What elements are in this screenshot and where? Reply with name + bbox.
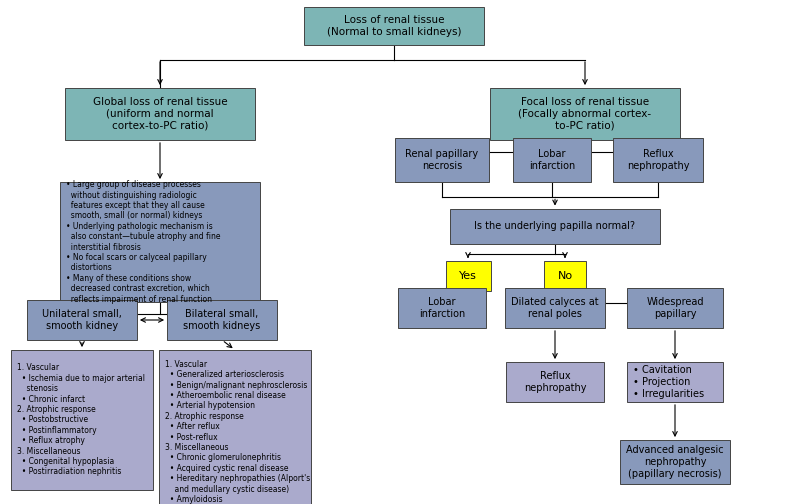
Text: Dilated calyces at
renal poles: Dilated calyces at renal poles: [511, 297, 599, 319]
FancyBboxPatch shape: [450, 209, 660, 243]
Text: Lobar
infarction: Lobar infarction: [419, 297, 465, 319]
Text: 1. Vascular
  • Ischemia due to major arterial
    stenosis
  • Chronic infarct
: 1. Vascular • Ischemia due to major arte…: [17, 363, 145, 476]
FancyBboxPatch shape: [60, 182, 260, 302]
Text: Loss of renal tissue
(Normal to small kidneys): Loss of renal tissue (Normal to small ki…: [327, 15, 461, 37]
FancyBboxPatch shape: [398, 288, 486, 328]
FancyBboxPatch shape: [11, 350, 153, 490]
Text: Focal loss of renal tissue
(Focally abnormal cortex-
to-PC ratio): Focal loss of renal tissue (Focally abno…: [519, 97, 652, 131]
FancyBboxPatch shape: [27, 300, 137, 340]
FancyBboxPatch shape: [613, 138, 703, 182]
Text: Is the underlying papilla normal?: Is the underlying papilla normal?: [474, 221, 635, 231]
FancyBboxPatch shape: [490, 88, 680, 140]
FancyBboxPatch shape: [65, 88, 255, 140]
Text: Lobar
infarction: Lobar infarction: [529, 149, 575, 171]
Text: 1. Vascular
  • Generalized arteriosclerosis
  • Benign/malignant nephrosclerosi: 1. Vascular • Generalized arterioscleros…: [165, 360, 310, 504]
FancyBboxPatch shape: [395, 138, 489, 182]
FancyBboxPatch shape: [505, 288, 605, 328]
FancyBboxPatch shape: [513, 138, 591, 182]
FancyBboxPatch shape: [620, 440, 730, 484]
Text: Widespread
papillary: Widespread papillary: [646, 297, 704, 319]
FancyBboxPatch shape: [304, 7, 484, 45]
Text: Advanced analgesic
nephropathy
(papillary necrosis): Advanced analgesic nephropathy (papillar…: [626, 446, 724, 479]
Text: • Large group of disease processes
  without distinguishing radiologic
  feature: • Large group of disease processes witho…: [66, 180, 221, 304]
FancyBboxPatch shape: [159, 350, 311, 504]
FancyBboxPatch shape: [627, 288, 723, 328]
FancyBboxPatch shape: [506, 362, 604, 402]
Text: Unilateral small,
smooth kidney: Unilateral small, smooth kidney: [42, 309, 122, 331]
FancyBboxPatch shape: [167, 300, 277, 340]
Text: Bilateral small,
smooth kidneys: Bilateral small, smooth kidneys: [184, 309, 261, 331]
Text: No: No: [557, 271, 573, 281]
Text: Reflux
nephropathy: Reflux nephropathy: [524, 371, 586, 393]
Text: • Cavitation
• Projection
• Irregularities: • Cavitation • Projection • Irregulariti…: [633, 365, 704, 399]
FancyBboxPatch shape: [544, 261, 586, 291]
Text: Global loss of renal tissue
(uniform and normal
cortex-to-PC ratio): Global loss of renal tissue (uniform and…: [93, 97, 227, 131]
Text: Reflux
nephropathy: Reflux nephropathy: [626, 149, 690, 171]
Text: Renal papillary
necrosis: Renal papillary necrosis: [406, 149, 478, 171]
FancyBboxPatch shape: [627, 362, 723, 402]
FancyBboxPatch shape: [445, 261, 490, 291]
Text: Yes: Yes: [459, 271, 477, 281]
